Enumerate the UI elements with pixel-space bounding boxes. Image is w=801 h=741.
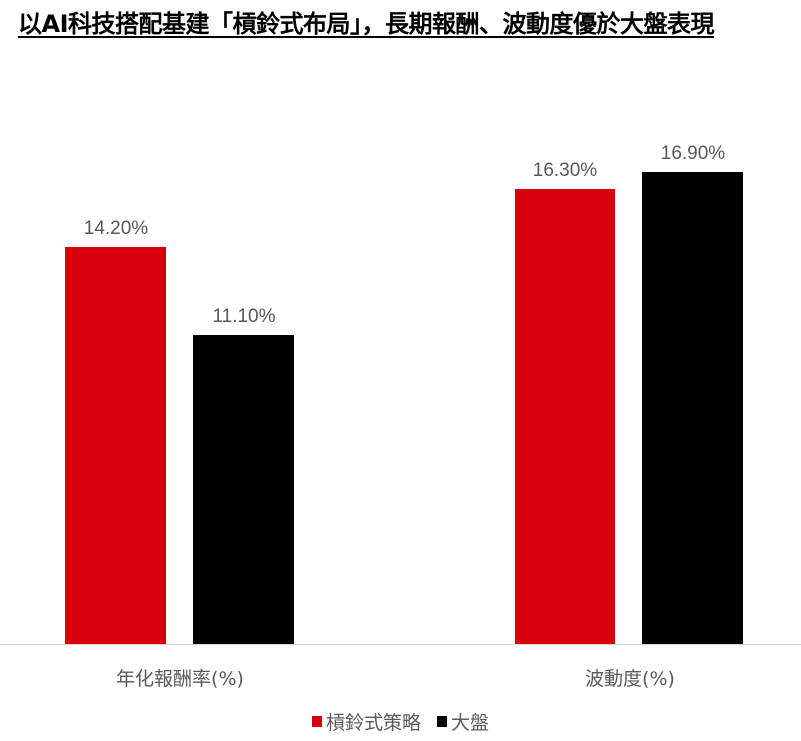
value-label-market-volatility: 16.90% — [660, 143, 726, 164]
bar-strategy-volatility — [515, 189, 615, 644]
chart-title: 以AI科技搭配基建「槓鈴式布局」，長期報酬、波動度優於大盤表現 — [18, 10, 715, 38]
value-label-strategy-return: 14.20% — [83, 218, 149, 239]
bar-market-return — [193, 335, 294, 644]
value-label-market-return: 11.10% — [212, 306, 276, 327]
legend-swatch-red-icon — [311, 716, 322, 727]
legend-label-strategy: 槓鈴式策略 — [325, 712, 421, 734]
legend-label-market: 大盤 — [451, 712, 490, 734]
legend-swatch-black-icon — [437, 716, 447, 727]
bar-strategy-return — [65, 247, 166, 644]
value-label-strategy-volatility: 16.30% — [532, 160, 598, 181]
legend: 槓鈴式策略 大盤 — [0, 708, 801, 735]
legend-item-strategy: 槓鈴式策略 — [311, 708, 421, 735]
x-axis-line — [0, 644, 801, 645]
category-label-return: 年化報酬率(%) — [116, 668, 244, 690]
legend-item-market: 大盤 — [437, 708, 489, 735]
bar-market-volatility — [642, 172, 743, 644]
category-label-volatility: 波動度(%) — [585, 668, 675, 690]
